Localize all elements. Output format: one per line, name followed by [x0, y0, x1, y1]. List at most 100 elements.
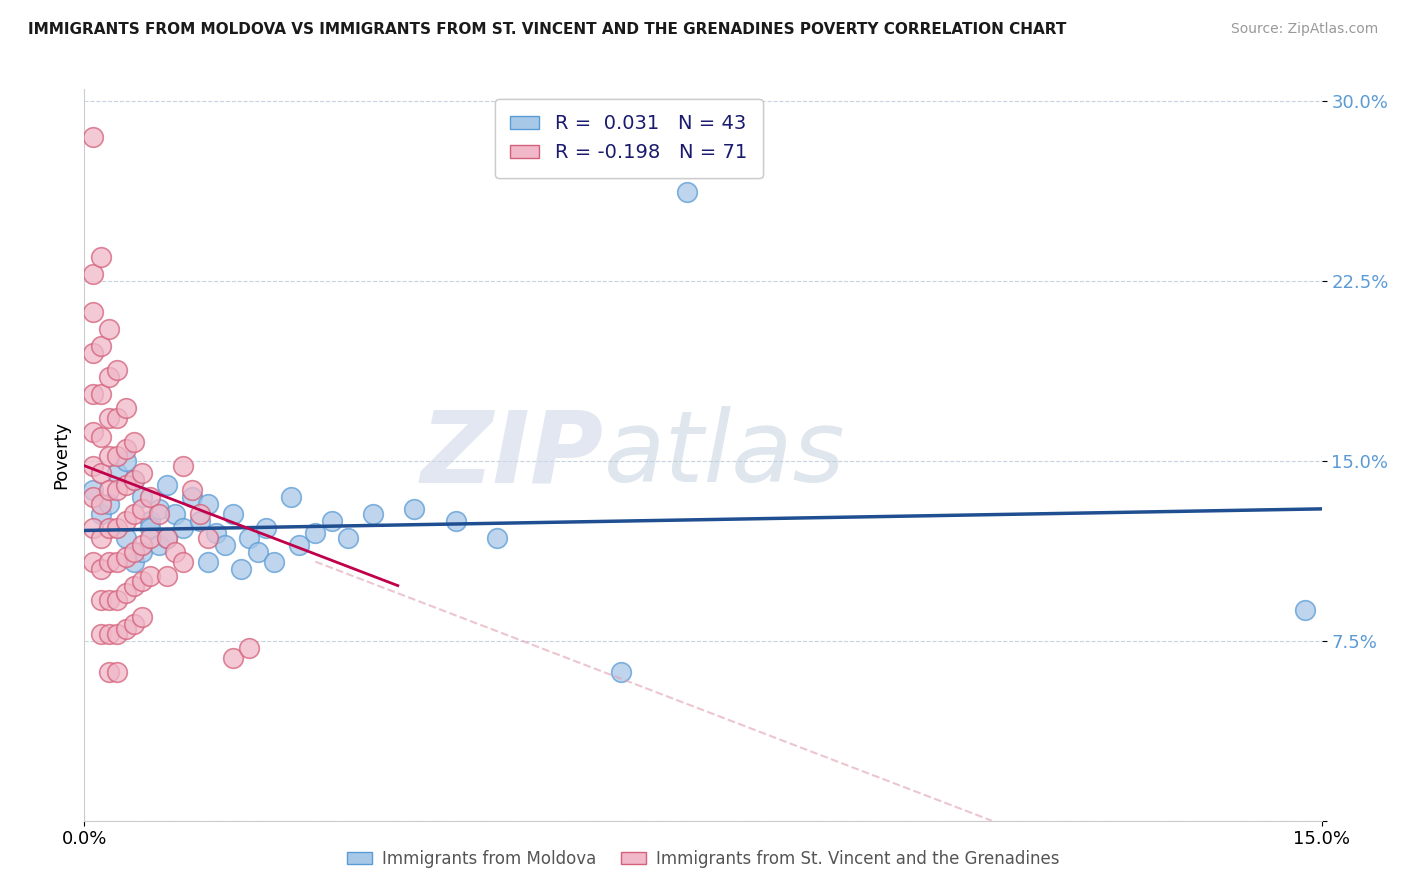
Point — [114, 531, 136, 545]
Point — [98, 370, 121, 384]
Point — [98, 483, 121, 497]
Point — [280, 490, 302, 504]
Point — [321, 514, 343, 528]
Point — [675, 186, 697, 200]
Point — [139, 531, 162, 545]
Point — [156, 478, 179, 492]
Point — [82, 386, 104, 401]
Point — [82, 346, 104, 360]
Point — [90, 507, 112, 521]
Point — [90, 339, 112, 353]
Point — [246, 545, 269, 559]
Point — [114, 514, 136, 528]
Text: atlas: atlas — [605, 407, 845, 503]
Point — [82, 458, 104, 473]
Point — [114, 401, 136, 416]
Point — [131, 501, 153, 516]
Point — [131, 574, 153, 588]
Point — [165, 545, 187, 559]
Point — [90, 466, 112, 480]
Point — [90, 626, 112, 640]
Point — [90, 497, 112, 511]
Point — [82, 425, 104, 439]
Text: IMMIGRANTS FROM MOLDOVA VS IMMIGRANTS FROM ST. VINCENT AND THE GRENADINES POVERT: IMMIGRANTS FROM MOLDOVA VS IMMIGRANTS FR… — [28, 22, 1067, 37]
Point — [197, 555, 219, 569]
Point — [105, 410, 128, 425]
Point — [131, 609, 153, 624]
Point — [180, 483, 202, 497]
Point — [609, 665, 631, 679]
Point — [197, 531, 219, 545]
Point — [254, 521, 277, 535]
Point — [98, 665, 121, 679]
Point — [82, 305, 104, 319]
Point — [105, 626, 128, 640]
Point — [288, 538, 311, 552]
Point — [122, 545, 145, 559]
Point — [105, 521, 128, 535]
Point — [105, 449, 128, 463]
Point — [82, 130, 104, 145]
Point — [238, 640, 260, 655]
Point — [98, 555, 121, 569]
Point — [148, 507, 170, 521]
Point — [172, 458, 194, 473]
Point — [139, 490, 162, 504]
Point — [165, 507, 187, 521]
Point — [172, 521, 194, 535]
Point — [114, 478, 136, 492]
Point — [98, 410, 121, 425]
Point — [156, 531, 179, 545]
Point — [114, 622, 136, 636]
Text: ZIP: ZIP — [420, 407, 605, 503]
Point — [105, 555, 128, 569]
Point — [114, 549, 136, 564]
Point — [444, 514, 467, 528]
Point — [197, 497, 219, 511]
Point — [114, 442, 136, 456]
Point — [180, 490, 202, 504]
Point — [90, 562, 112, 576]
Point — [131, 490, 153, 504]
Point — [105, 483, 128, 497]
Point — [222, 650, 245, 665]
Point — [139, 569, 162, 583]
Point — [131, 545, 153, 559]
Point — [214, 538, 236, 552]
Point — [82, 555, 104, 569]
Point — [105, 363, 128, 377]
Point — [105, 593, 128, 607]
Point — [148, 538, 170, 552]
Point — [172, 555, 194, 569]
Point — [122, 473, 145, 487]
Point — [222, 507, 245, 521]
Point — [156, 531, 179, 545]
Point — [98, 626, 121, 640]
Point — [131, 466, 153, 480]
Point — [90, 593, 112, 607]
Point — [114, 454, 136, 468]
Point — [98, 322, 121, 336]
Point — [82, 521, 104, 535]
Point — [98, 593, 121, 607]
Point — [98, 521, 121, 535]
Point — [105, 665, 128, 679]
Point — [82, 267, 104, 281]
Y-axis label: Poverty: Poverty — [52, 421, 70, 489]
Point — [122, 555, 145, 569]
Point — [337, 531, 360, 545]
Point — [238, 531, 260, 545]
Point — [188, 514, 211, 528]
Point — [131, 538, 153, 552]
Point — [122, 473, 145, 487]
Point — [122, 507, 145, 521]
Point — [98, 497, 121, 511]
Point — [485, 531, 508, 545]
Point — [139, 514, 162, 528]
Point — [105, 466, 128, 480]
Point — [229, 562, 252, 576]
Point — [82, 483, 104, 497]
Point — [205, 525, 228, 540]
Point — [90, 430, 112, 444]
Point — [90, 250, 112, 264]
